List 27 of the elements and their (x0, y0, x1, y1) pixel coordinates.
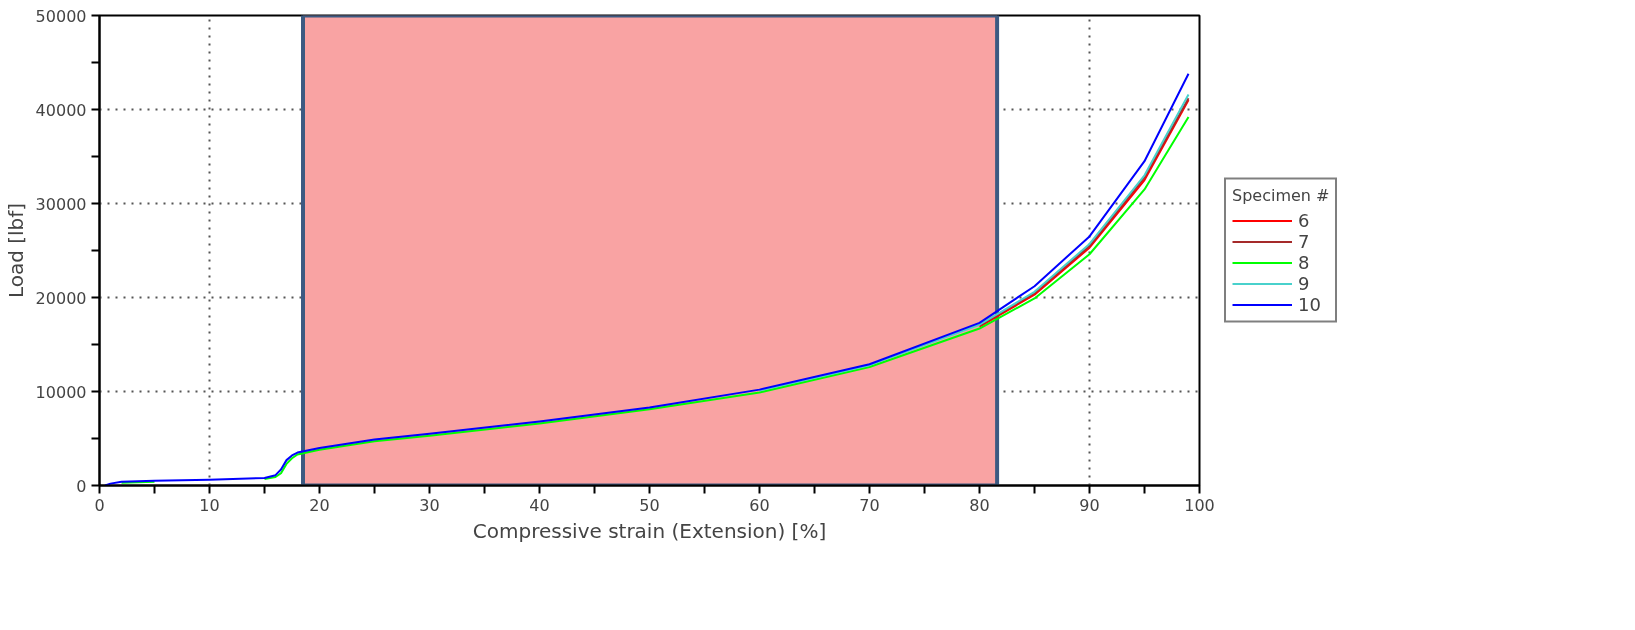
x-tick-label: 30 (419, 495, 440, 515)
legend-title: Specimen # (1232, 185, 1330, 205)
x-tick-label: 90 (1079, 495, 1100, 515)
x-tick-label: 50 (639, 495, 660, 515)
y-tick-label: 20000 (35, 288, 87, 308)
x-tick-label: 10 (199, 495, 220, 515)
y-tick-label: 40000 (35, 100, 87, 120)
legend-label: 6 (1298, 209, 1311, 231)
x-tick-label: 60 (749, 495, 770, 515)
line-series (758, 93, 1190, 392)
legend-label: 8 (1298, 251, 1311, 273)
x-tick-label: 80 (969, 495, 990, 515)
y-tick-label: 10000 (35, 382, 87, 402)
legend-label: 9 (1298, 272, 1311, 294)
x-tick-label: 100 (1184, 495, 1215, 515)
x-axis-title: Compressive strain (Extension) [%] (472, 518, 827, 543)
legend-label: 7 (1298, 230, 1311, 252)
y-axis-title: Load [lbf] (3, 202, 28, 299)
x-tick-label: 0 (94, 495, 105, 515)
x-tick-label: 70 (859, 495, 880, 515)
y-tick-label: 50000 (35, 6, 87, 26)
x-tick-label: 40 (529, 495, 550, 515)
x-tick-label: 20 (309, 495, 330, 515)
legend-label: 10 (1298, 293, 1321, 315)
y-tick-label: 0 (76, 476, 87, 496)
y-tick-label: 30000 (35, 194, 87, 214)
line-series (104, 72, 1190, 486)
